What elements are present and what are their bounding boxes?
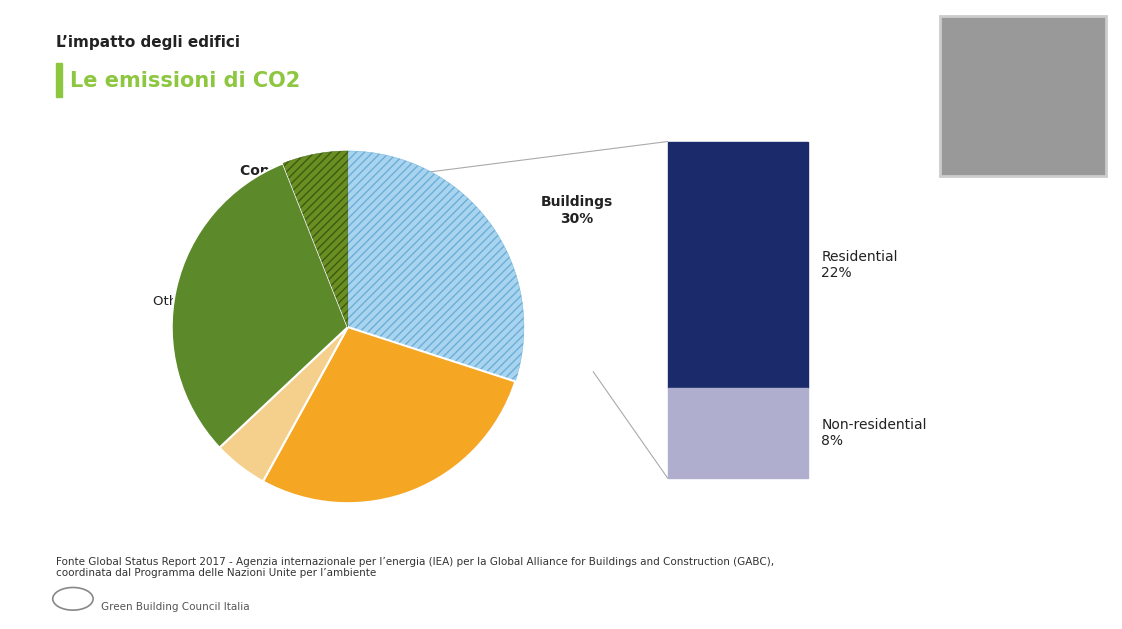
Text: Other
5%: Other 5% bbox=[186, 384, 224, 412]
Wedge shape bbox=[348, 151, 524, 382]
Wedge shape bbox=[172, 164, 348, 448]
Text: Residential
22%: Residential 22% bbox=[821, 250, 898, 280]
Bar bbox=[56, 63, 62, 97]
Wedge shape bbox=[263, 327, 515, 503]
Text: Fonte Global Status Report 2017 - Agenzia internazionale per l’energia (IEA) per: Fonte Global Status Report 2017 - Agenzi… bbox=[56, 557, 774, 578]
Bar bbox=[940, 16, 1106, 176]
Wedge shape bbox=[283, 151, 348, 327]
Text: Le emissioni di CO2: Le emissioni di CO2 bbox=[70, 70, 300, 91]
Bar bbox=[668, 142, 808, 388]
Bar bbox=[668, 388, 808, 478]
Text: Construction  industry
6%: Construction industry 6% bbox=[240, 164, 415, 194]
Wedge shape bbox=[220, 327, 348, 481]
Text: Other industry
31%: Other industry 31% bbox=[154, 295, 250, 323]
Text: L’impatto degli edifici: L’impatto degli edifici bbox=[56, 35, 240, 50]
Text: Transport
28%: Transport 28% bbox=[374, 394, 436, 422]
Text: Buildings
30%: Buildings 30% bbox=[541, 196, 613, 226]
Text: Green Building Council Italia: Green Building Council Italia bbox=[101, 602, 249, 612]
Text: Non-residential
8%: Non-residential 8% bbox=[821, 418, 927, 448]
